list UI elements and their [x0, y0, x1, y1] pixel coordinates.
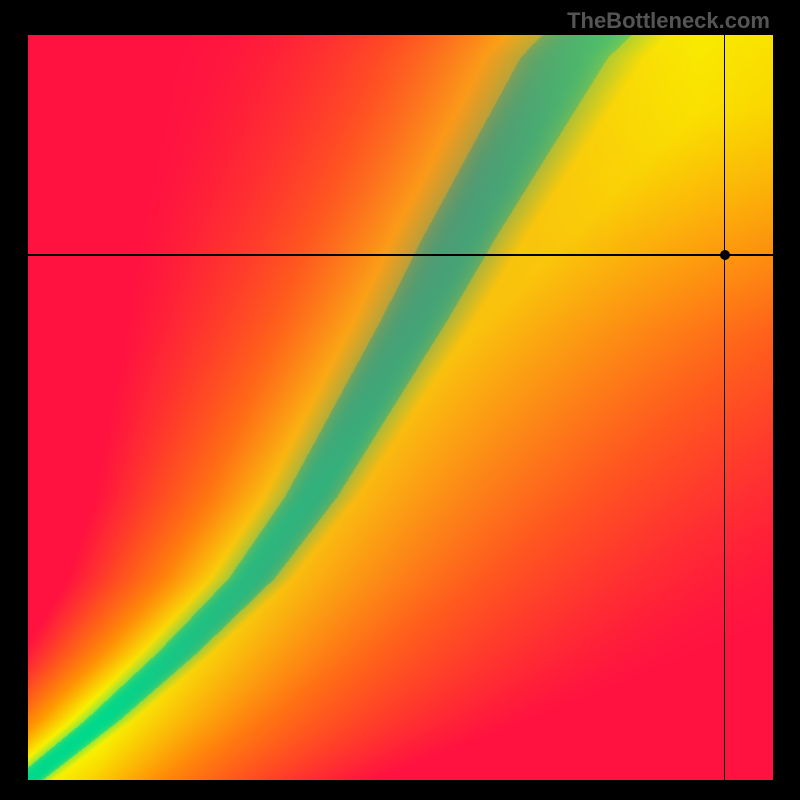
crosshair-marker — [720, 250, 730, 260]
crosshair-vertical — [724, 35, 726, 780]
crosshair-horizontal — [28, 254, 773, 256]
plot-area — [28, 35, 773, 780]
heatmap-canvas — [28, 35, 773, 780]
chart-container: TheBottleneck.com — [0, 0, 800, 800]
watermark-text: TheBottleneck.com — [567, 8, 770, 34]
